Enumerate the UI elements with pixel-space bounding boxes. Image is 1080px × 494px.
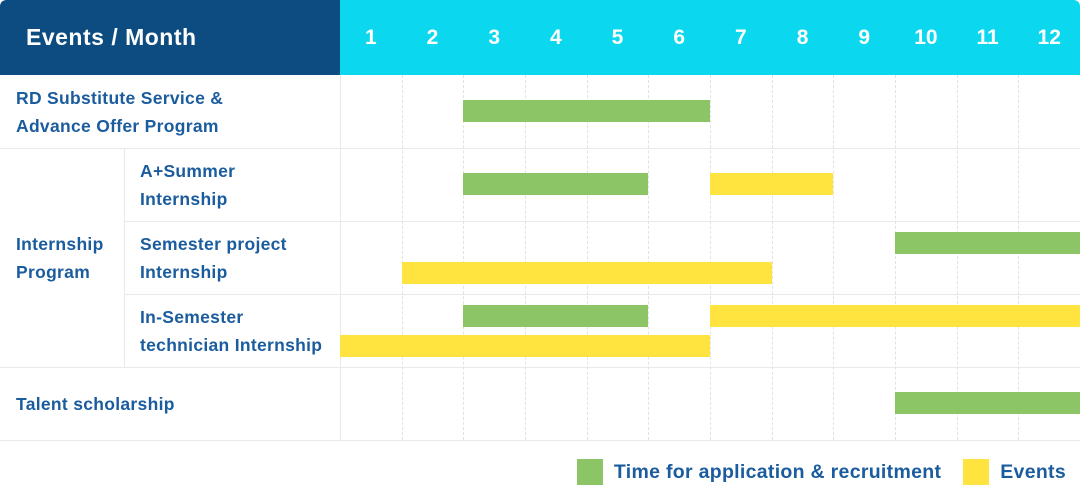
- row-label-line: RD Substitute Service &: [16, 87, 224, 108]
- label-months-divider: [340, 75, 341, 440]
- events-month-header-label: Events / Month: [26, 24, 197, 50]
- legend-item-application: Time for application & recruitment: [576, 459, 942, 485]
- row-label-in-semester-technician: In-Semester technician Internship: [140, 294, 336, 367]
- events-bar: [340, 335, 710, 357]
- row-divider: [0, 440, 1080, 441]
- month-header-12: 12: [1037, 25, 1061, 49]
- row-label-semester-project: Semester project Internship: [140, 221, 336, 294]
- events-bar: [710, 305, 1080, 327]
- group-subrow-divider: [124, 148, 125, 367]
- application-bar: [895, 392, 1080, 414]
- month-gridline: [771, 75, 773, 440]
- subrow-divider: [124, 294, 1080, 295]
- month-gridline: [710, 75, 711, 440]
- group-label-line: Program: [16, 261, 91, 282]
- legend-swatch-application: [576, 459, 603, 485]
- legend-item-events: Events: [963, 459, 1066, 485]
- application-bar: [895, 232, 1080, 254]
- application-bar: [463, 100, 710, 122]
- month-gridline: [895, 75, 896, 440]
- month-header-1: 1: [364, 25, 377, 49]
- legend-label-events: Events: [1000, 460, 1066, 483]
- row-label-line: Internship: [140, 188, 228, 209]
- application-bar: [463, 305, 649, 327]
- row-label-line: In-Semester: [140, 306, 244, 327]
- row-label-line: Internship: [140, 261, 228, 282]
- application-bar: [463, 173, 649, 195]
- row-label-line: Semester project: [140, 233, 287, 254]
- month-header-9: 9: [858, 25, 871, 49]
- month-header-2: 2: [426, 25, 439, 49]
- month-gridline: [956, 75, 958, 440]
- row-label-line: technician Internship: [140, 334, 323, 355]
- month-gridline: [648, 75, 650, 440]
- month-gridline: [401, 75, 403, 440]
- row-label-talent-scholarship: Talent scholarship: [16, 367, 332, 440]
- month-header-7: 7: [735, 25, 747, 49]
- month-gridline: [1018, 75, 1020, 440]
- events-bar: [401, 262, 772, 284]
- month-header-5: 5: [611, 25, 624, 49]
- month-header-3: 3: [488, 25, 501, 49]
- row-divider: [0, 367, 1080, 368]
- row-label-a-plus-summer: A+Summer Internship: [140, 148, 336, 221]
- month-gridline: [525, 75, 526, 440]
- month-header-6: 6: [673, 25, 686, 49]
- month-header-11: 11: [976, 25, 999, 49]
- month-header-10: 10: [914, 25, 938, 49]
- month-header-4: 4: [550, 25, 562, 49]
- row-label-line: Talent scholarship: [16, 393, 175, 414]
- month-gridline: [463, 75, 465, 440]
- month-gridline: [833, 75, 835, 440]
- legend: Time for application & recruitment Events: [0, 457, 1080, 487]
- legend-label-application: Time for application & recruitment: [613, 460, 942, 483]
- month-gridline: [586, 75, 588, 440]
- subrow-divider: [124, 221, 1080, 222]
- group-label-internship-program: Internship Program: [16, 148, 120, 367]
- legend-swatch-events: [963, 459, 990, 485]
- events-month-header-cell: Events / Month: [0, 0, 340, 75]
- row-label-line: Advance Offer Program: [16, 115, 219, 136]
- month-header-8: 8: [796, 25, 809, 49]
- row-label-line: A+Summer: [140, 160, 236, 181]
- events-bar: [710, 173, 834, 195]
- group-label-line: Internship: [16, 233, 104, 254]
- row-divider: [0, 148, 1080, 149]
- row-label-rd-substitute: RD Substitute Service & Advance Offer Pr…: [16, 75, 332, 148]
- months-header-row: 1 2 3 4 5 6 7 8 9 10 11 12: [340, 0, 1080, 75]
